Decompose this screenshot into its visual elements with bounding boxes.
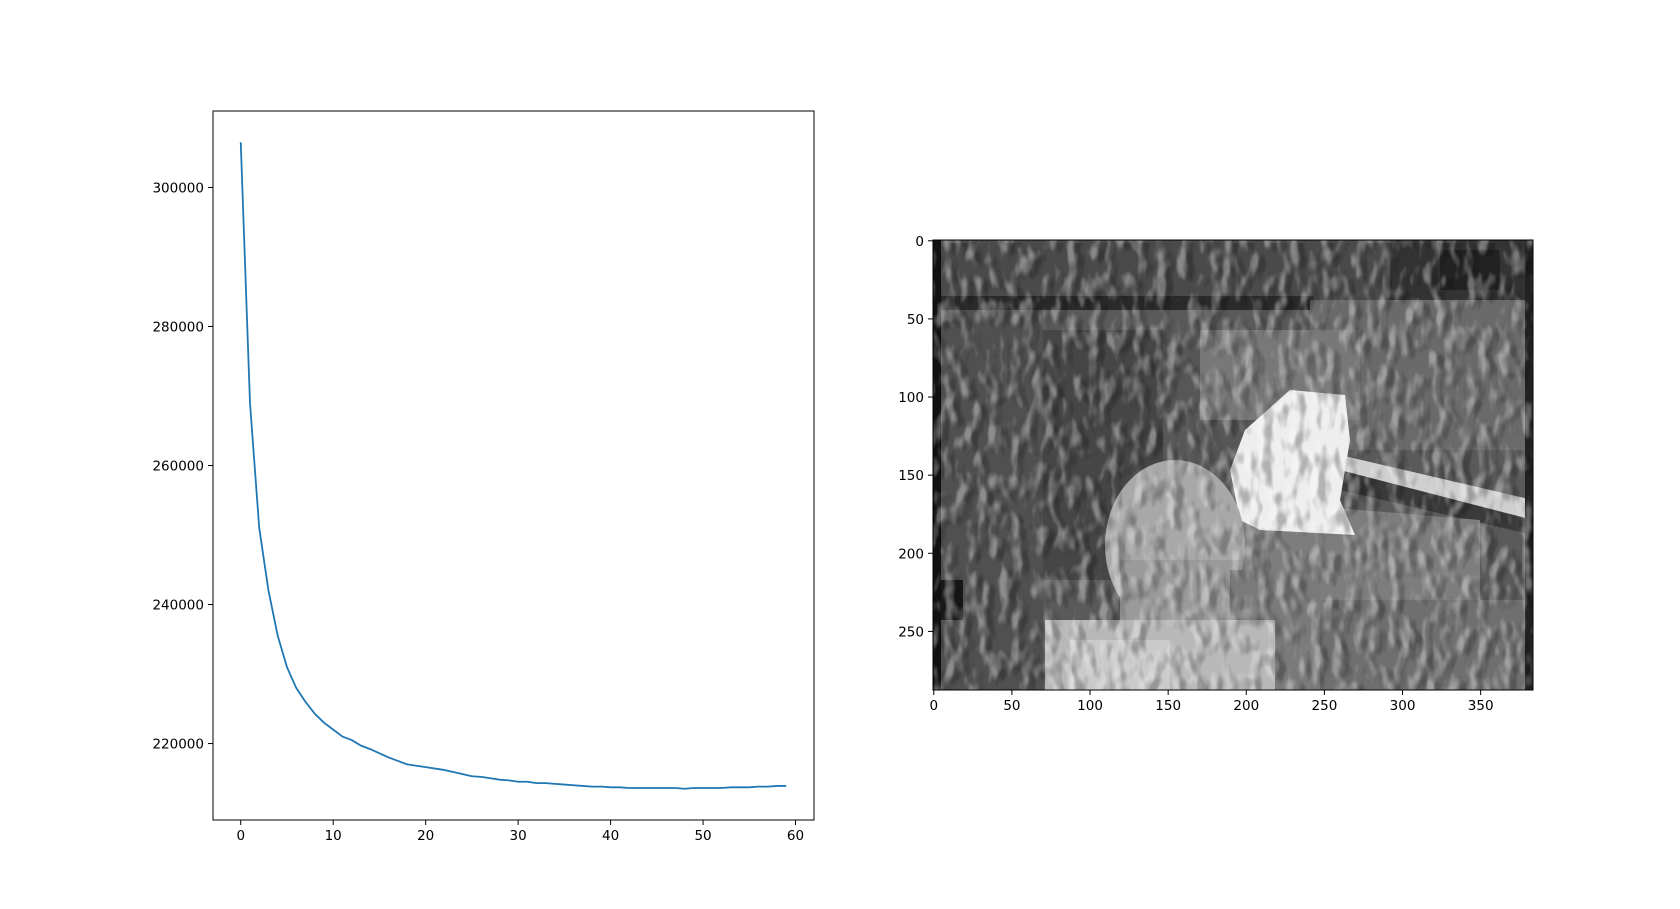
line-y-tick-label: 300000 — [152, 180, 204, 196]
line-x-tick-label: 0 — [236, 828, 245, 844]
line-x-tick-label: 10 — [325, 828, 342, 844]
image-x-tick-label: 100 — [1077, 698, 1103, 714]
image-x-tick-label: 300 — [1390, 698, 1416, 714]
image-y-tick-label: 250 — [898, 624, 924, 640]
line-x-tick-label: 40 — [602, 828, 619, 844]
image-y-tick-label: 100 — [898, 390, 924, 406]
line-y-tick-label: 280000 — [152, 319, 204, 335]
line-axes-frame — [212, 110, 815, 821]
line-x-tick-label: 50 — [694, 828, 711, 844]
image-x-tick-label: 50 — [1003, 698, 1020, 714]
line-x-tick-label: 30 — [510, 828, 527, 844]
image-y-tick-label: 150 — [898, 468, 924, 484]
line-y-axis: 220000 240000 260000 280000 300000 — [152, 180, 213, 753]
line-x-axis: 0 10 20 30 40 50 60 — [236, 820, 804, 844]
image-x-tick-label: 350 — [1468, 698, 1494, 714]
line-chart: 0 10 20 30 40 50 60 220000 240000 260000 280000 30… — [152, 110, 815, 844]
line-series-0 — [239, 142, 787, 790]
line-y-tick-label: 240000 — [152, 598, 204, 614]
image-y-axis: 0 50 100 150 200 250 — [898, 234, 933, 640]
image-x-tick-label: 0 — [929, 698, 938, 714]
image-y-tick-label: 0 — [915, 234, 924, 250]
line-y-tick-label: 260000 — [152, 459, 204, 475]
line-x-tick-label: 20 — [417, 828, 434, 844]
image-x-tick-label: 150 — [1155, 698, 1181, 714]
image-x-tick-label: 200 — [1233, 698, 1259, 714]
disparity-image — [933, 240, 1533, 690]
line-y-tick-label: 220000 — [152, 737, 204, 753]
image-y-tick-label: 50 — [907, 312, 924, 328]
image-axes-frame — [932, 239, 1534, 691]
image-x-tick-label: 250 — [1312, 698, 1338, 714]
line-plot-area — [239, 142, 787, 790]
image-chart: 0 50 100 150 200 250 300 350 0 50 100 150 200 250 — [898, 234, 1534, 714]
image-x-axis: 0 50 100 150 200 250 300 350 — [929, 690, 1494, 714]
line-x-tick-label: 60 — [787, 828, 804, 844]
image-y-tick-label: 200 — [898, 546, 924, 562]
